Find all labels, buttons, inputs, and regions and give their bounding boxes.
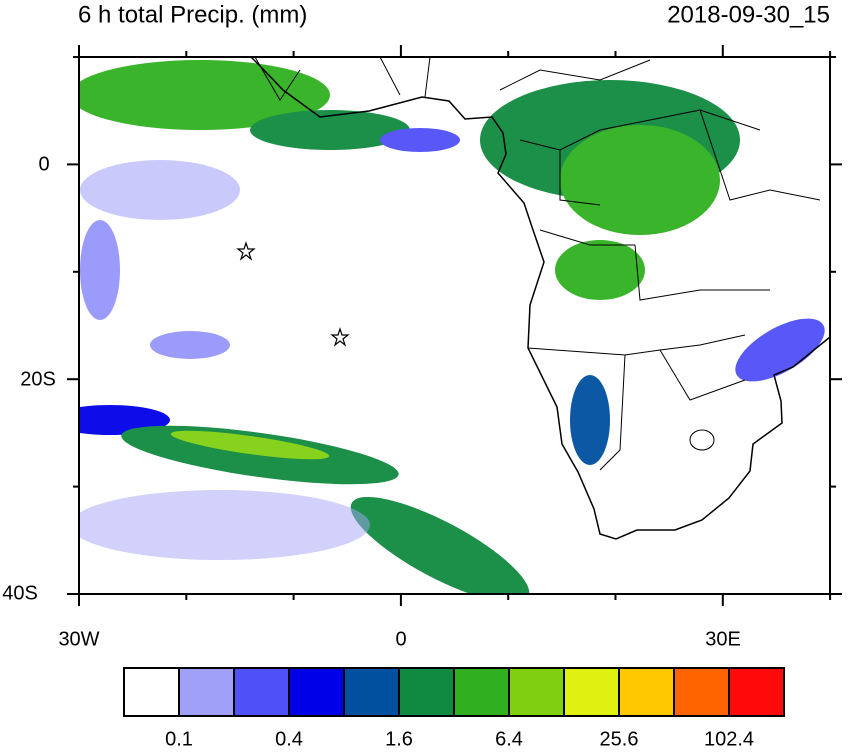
colorbar-box	[508, 667, 565, 717]
colorbar-label: 0.4	[275, 728, 303, 750]
colorbar-label: 6.4	[495, 728, 523, 750]
stars	[236, 241, 350, 347]
lat-label: 20S	[20, 368, 56, 390]
borders	[254, 57, 821, 471]
colorbar: 0.1 0.4 1.6 6.4 25.6 102.4	[123, 667, 785, 750]
lon-label: 30W	[58, 628, 99, 650]
colorbar-box	[453, 667, 510, 717]
africa-coast	[250, 57, 830, 540]
lon-label: 0	[395, 628, 406, 650]
title: 6 h total Precip. (mm)	[78, 1, 307, 28]
map-frame	[78, 56, 831, 595]
colorbar-label: 25.6	[600, 728, 639, 750]
colorbar-label: 0.1	[165, 728, 193, 750]
colorbar-box	[673, 667, 730, 717]
colorbar-label: 102.4	[704, 728, 754, 750]
map	[79, 57, 830, 594]
colorbar-box	[563, 667, 620, 717]
colorbar-box	[123, 667, 180, 717]
colorbar-box	[233, 667, 290, 717]
lon-label: 30E	[705, 628, 741, 650]
lat-label: 0	[38, 153, 49, 175]
colorbar-label: 1.6	[385, 728, 413, 750]
colorbar-box	[618, 667, 675, 717]
colorbar-box	[343, 667, 400, 717]
colorbar-box	[288, 667, 345, 717]
colorbar-box	[178, 667, 235, 717]
ticks	[67, 45, 842, 606]
precip	[79, 60, 825, 594]
lat-label: 40S	[2, 582, 38, 604]
colorbar-box	[728, 667, 785, 717]
valid-time: 2018-09-30_15	[667, 1, 830, 28]
colorbar-box	[398, 667, 455, 717]
